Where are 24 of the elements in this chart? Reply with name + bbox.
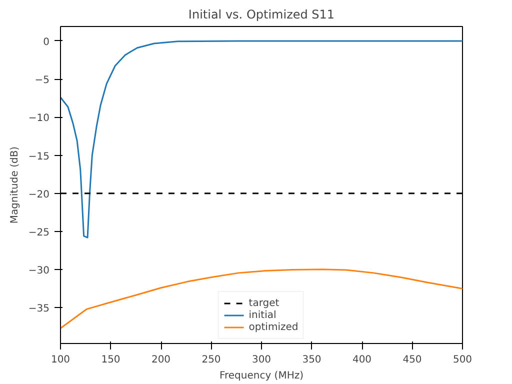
y-tick-label: −20 [28, 189, 50, 200]
x-tick-label: 150 [101, 354, 120, 366]
x-tick-label: 400 [352, 354, 372, 366]
x-tick-label: 100 [50, 354, 70, 366]
y-tick-label: −35 [28, 304, 50, 315]
y-tick-label: 0 [43, 36, 50, 48]
legend-label: initial [248, 309, 276, 321]
x-tick-label: 300 [252, 354, 272, 366]
line-series [60, 40, 462, 238]
y-tick-label: −15 [28, 151, 50, 162]
x-tick-label: 350 [302, 354, 322, 366]
y-axis-title: Magnitude (dB) [9, 146, 20, 224]
y-tick-label: −30 [28, 266, 50, 277]
legend-label: optimized [248, 321, 298, 333]
y-tick-label: −10 [28, 113, 50, 124]
x-tick-label: 500 [452, 354, 472, 366]
x-axis-title: Frequency (MHz) [219, 370, 304, 382]
chart-title: Initial vs. Optimized S11 [188, 8, 335, 22]
legend-label: target [248, 297, 280, 309]
y-tick-label: −5 [34, 75, 50, 86]
x-tick-label: 200 [151, 354, 171, 366]
x-tick-label: 450 [402, 354, 422, 366]
x-tick-label: 250 [202, 354, 221, 366]
y-tick-label: −25 [28, 227, 50, 238]
